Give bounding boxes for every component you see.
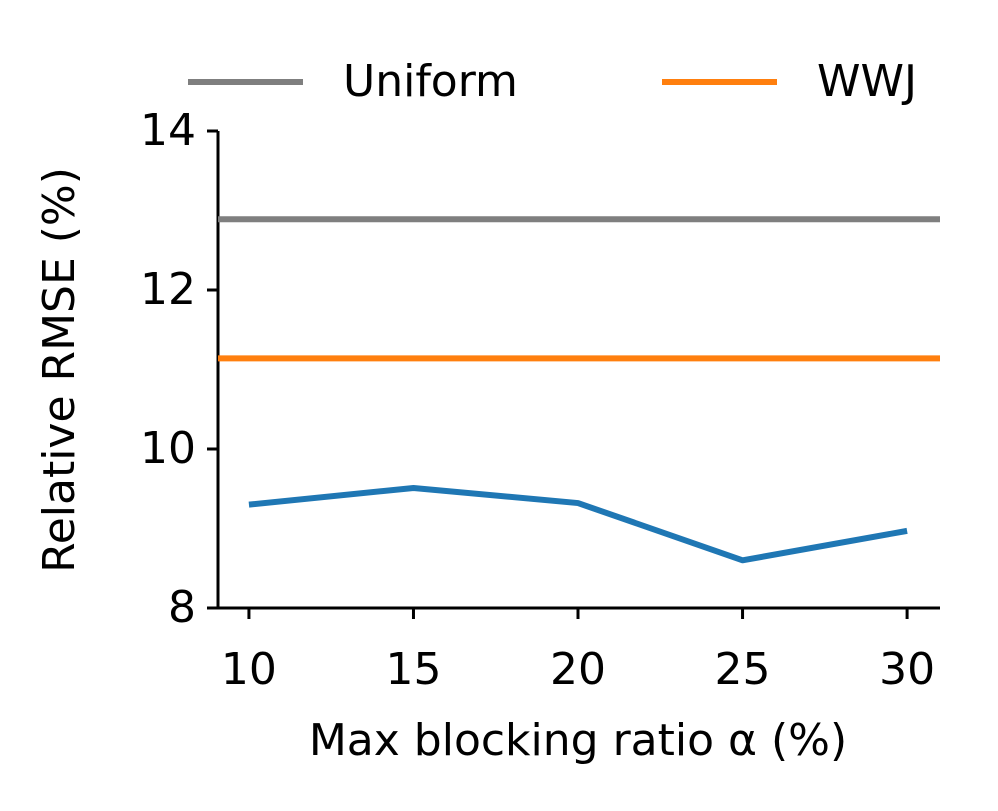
x-tick-label: 20 — [550, 644, 606, 695]
x-axis-label: Max blocking ratio α (%) — [309, 715, 847, 766]
series-line — [248, 484, 908, 564]
x-tick-label: 15 — [385, 644, 441, 695]
legend-label: Uniform — [343, 56, 518, 107]
y-tick-label: 8 — [168, 582, 196, 633]
x-tick-label: 25 — [715, 644, 771, 695]
y-tick-label: 14 — [140, 105, 196, 156]
x-tick-label: 10 — [221, 644, 277, 695]
y-axis-label: Relative RMSE (%) — [34, 167, 85, 573]
x-tick-label: 30 — [879, 644, 935, 695]
y-tick-label: 10 — [140, 423, 196, 474]
legend-label: WWJ — [817, 56, 917, 107]
y-tick-label: 12 — [140, 264, 196, 315]
